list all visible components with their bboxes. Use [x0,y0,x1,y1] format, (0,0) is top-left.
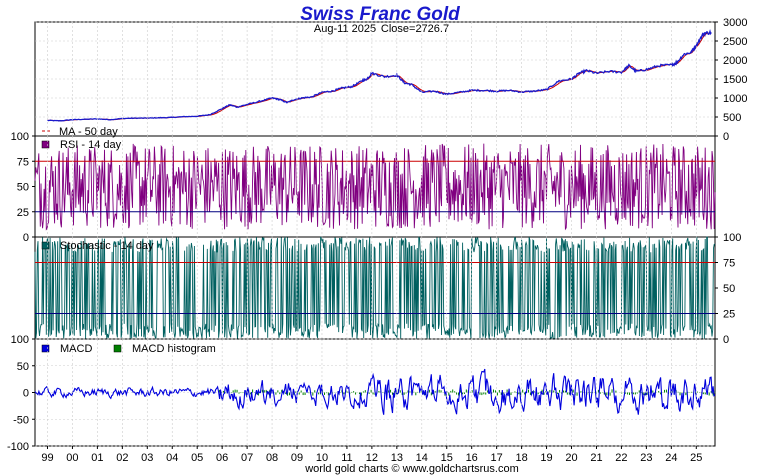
rsi-tick-label: 0 [23,232,29,244]
price-line [47,28,712,122]
x-tick-label: 00 [66,452,78,464]
x-tick-label: 07 [241,452,253,464]
footer-credit: world gold charts © www.goldchartsrus.co… [304,463,519,475]
x-tick-label: 20 [565,452,577,464]
macd-histogram-legend-label: MACD histogram [132,343,216,355]
stochastic-panel: 100 75 50 25 0 Stochastic - 14 day [34,232,741,346]
price-tick-label: 500 [723,112,741,124]
rsi-legend-swatch [41,140,50,149]
stoch-tick-label: 0 [723,334,729,346]
ma-legend-label: MA - 50 day [59,126,118,138]
price-tick-label: 2000 [723,55,747,67]
rsi-tick-label: 50 [17,182,29,194]
x-tick-label: 24 [665,452,677,464]
chart-date: Aug-11 2025 [314,23,376,35]
x-tick-label: 03 [141,452,153,464]
x-tick-label: 10 [316,452,328,464]
macd-tick-label: -100 [7,441,29,453]
price-tick-label: 2500 [723,36,747,48]
macd-panel: 100 50 0 -50 -100 MACD MACD histogram [7,334,716,453]
x-tick-label: 18 [515,452,527,464]
x-tick-label: 25 [690,452,702,464]
rsi-tick-label: 25 [17,207,29,219]
macd-tick-label: 100 [11,334,29,346]
macd-line [34,368,716,415]
macd-tick-label: -50 [13,414,29,426]
rsi-line [34,143,716,231]
x-tick-label: 13 [391,452,403,464]
x-tick-label: 21 [590,452,602,464]
price-tick-label: 1000 [723,93,747,105]
stoch-legend-label: Stochastic - 14 day [60,240,154,252]
macd-tick-label: 50 [17,361,29,373]
x-tick-label: 23 [640,452,652,464]
macd-histogram-legend-swatch [113,344,122,353]
x-tick-label: 99 [41,452,53,464]
macd-legend-swatch [41,344,50,353]
stoch-tick-label: 100 [723,232,741,244]
price-panel: 3000 2500 2000 1500 1000 500 0 MA - 50 day [34,17,747,143]
rsi-legend-label: RSI - 14 day [60,139,122,151]
stoch-tick-label: 25 [723,309,735,321]
x-tick-label: 01 [91,452,103,464]
rsi-tick-label: 100 [11,131,29,143]
rsi-tick-label: 75 [17,156,29,168]
x-tick-label: 11 [341,452,352,464]
price-tick-label: 1500 [723,74,747,86]
stoch-legend-swatch [41,241,50,250]
x-tick-label: 09 [291,452,303,464]
x-tick-label: 17 [491,452,503,464]
x-tick-label: 16 [466,452,478,464]
macd-legend-label: MACD [60,343,92,355]
rsi-panel: 100 75 50 25 0 RSI - 14 day [11,131,716,244]
x-tick-label: 22 [615,452,627,464]
stoch-tick-label: 50 [723,283,735,295]
chart-title: Swiss Franc Gold [300,4,460,25]
price-tick-label: 0 [723,131,729,143]
x-tick-label: 08 [266,452,278,464]
rsi-frame [34,135,716,238]
x-tick-label: 19 [540,452,552,464]
x-tick-label: 06 [216,452,228,464]
x-tick-label: 14 [416,452,428,464]
x-tick-label: 05 [191,452,203,464]
x-axis: 99 00 01 02 03 04 05 06 07 08 09 10 11 12 13 14 15 16 17 18… [41,22,702,464]
stoch-line [34,236,716,340]
x-tick-label: 02 [116,452,128,464]
macd-tick-label: 0 [23,388,29,400]
price-tick-label: 3000 [723,17,747,29]
x-tick-label: 12 [366,452,378,464]
chart-close: Close=2726.7 [381,23,449,35]
x-tick-label: 04 [166,452,178,464]
x-tick-label: 15 [441,452,453,464]
stoch-tick-label: 75 [723,258,735,270]
